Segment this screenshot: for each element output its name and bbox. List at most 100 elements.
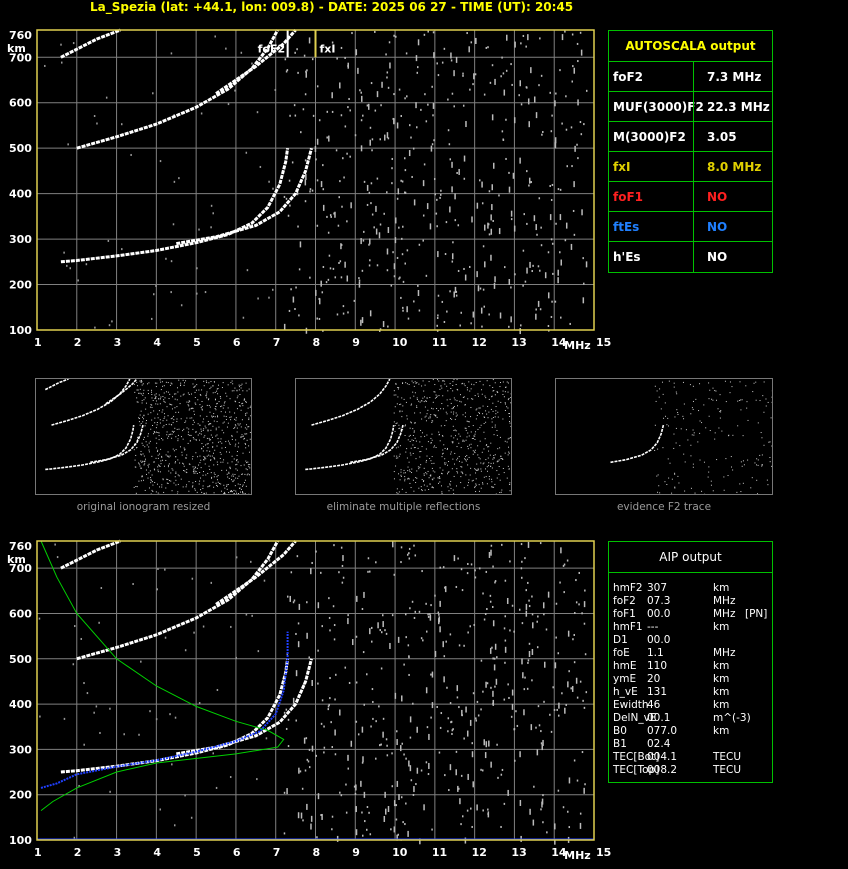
thumb-noise [494, 394, 496, 396]
noise-dot [400, 296, 402, 299]
noise-dot [556, 708, 558, 711]
thumb-noise [452, 413, 454, 415]
noise-dot [566, 559, 569, 562]
thumb-noise [471, 398, 473, 400]
noise-dot [561, 692, 563, 695]
thumb-noise [476, 463, 478, 465]
thumb-noise [393, 471, 395, 473]
noise-dot [369, 139, 371, 146]
noise-dot [452, 728, 454, 731]
thumb-noise [693, 434, 695, 436]
thumb-noise [480, 468, 482, 470]
noise-dot [405, 757, 407, 760]
noise-dot [485, 741, 488, 748]
noise-dot [306, 601, 308, 604]
thumb-noise [467, 464, 469, 466]
thumb-noise [175, 479, 177, 481]
thumb-noise [250, 432, 251, 434]
thumb-noise [440, 472, 442, 474]
noise-dot [331, 746, 334, 749]
thumb-noise [156, 424, 158, 426]
thumb-noise [699, 420, 701, 422]
noise-dot [433, 178, 436, 181]
noise-dot [292, 601, 295, 604]
noise-dot [200, 112, 203, 115]
thumb-noise [460, 401, 462, 403]
thumb-noise [231, 390, 233, 392]
thumb-noise [213, 381, 215, 383]
thumb-noise [218, 401, 220, 403]
aip-label: B0 [613, 725, 627, 737]
thumb-noise [440, 385, 442, 387]
thumb-noise [504, 386, 506, 388]
thumb-noise [179, 446, 181, 448]
thumb-noise [769, 441, 771, 443]
thumb-noise [695, 398, 697, 400]
noise-dot [294, 114, 297, 117]
noise-dot [398, 226, 400, 229]
thumb-noise [140, 379, 142, 381]
noise-dot [268, 559, 271, 562]
noise-dot [347, 618, 349, 625]
thumb-noise [766, 479, 768, 481]
noise-dot [407, 644, 410, 647]
noise-dot [567, 630, 570, 637]
thumb-noise [158, 410, 160, 412]
thumb-noise [163, 385, 165, 387]
thumb-noise [458, 433, 460, 435]
thumb-noise [154, 398, 156, 400]
thumb-noise [244, 473, 246, 475]
thumb-noise [209, 485, 211, 487]
noise-dot [98, 621, 100, 624]
noise-dot [455, 769, 457, 776]
thumb-noise [679, 445, 681, 447]
noise-dot [547, 591, 550, 598]
thumb-noise [440, 485, 442, 487]
noise-dot [382, 614, 384, 617]
noise-dot [489, 81, 492, 84]
noise-dot [524, 280, 527, 283]
noise-dot [386, 744, 388, 747]
noise-dot [475, 717, 477, 720]
noise-dot [474, 576, 477, 579]
noise-dot [425, 630, 428, 633]
thumb-noise [138, 462, 140, 464]
thumb-noise [145, 402, 147, 404]
noise-dot [453, 105, 455, 108]
thumb-noise [441, 491, 443, 493]
thumb-noise [494, 483, 496, 485]
thumb-noise [201, 389, 203, 391]
thumb-trace [350, 424, 404, 464]
thumb-noise [448, 490, 450, 492]
noise-dot [555, 92, 557, 95]
noise-dot [316, 224, 319, 227]
thumb-noise [508, 451, 510, 453]
noise-dot [93, 711, 95, 714]
noise-dot [83, 682, 85, 685]
thumb-noise [499, 479, 501, 481]
thumb-noise [215, 482, 217, 484]
noise-dot [583, 601, 586, 608]
thumb-noise [184, 470, 186, 472]
thumb-noise [737, 425, 739, 427]
thumb-noise [424, 435, 426, 437]
noise-dot [272, 187, 274, 190]
thumb-noise [757, 493, 759, 494]
thumb-noise [195, 467, 197, 469]
noise-dot [551, 183, 554, 186]
thumb-noise [490, 462, 492, 464]
thumb-noise [183, 393, 185, 395]
thumb-noise [421, 432, 423, 434]
noise-dot [360, 119, 363, 122]
noise-dot [375, 561, 377, 564]
thumb-noise [192, 407, 194, 409]
noise-dot [320, 571, 322, 574]
thumb-noise [188, 401, 190, 403]
noise-dot [571, 685, 574, 692]
thumb-noise [245, 401, 247, 403]
thumb-noise [141, 467, 143, 469]
noise-dot [321, 699, 324, 702]
noise-dot [532, 264, 534, 267]
x-tick-label: 9 [352, 846, 360, 859]
aip-value: 46 [647, 699, 661, 711]
